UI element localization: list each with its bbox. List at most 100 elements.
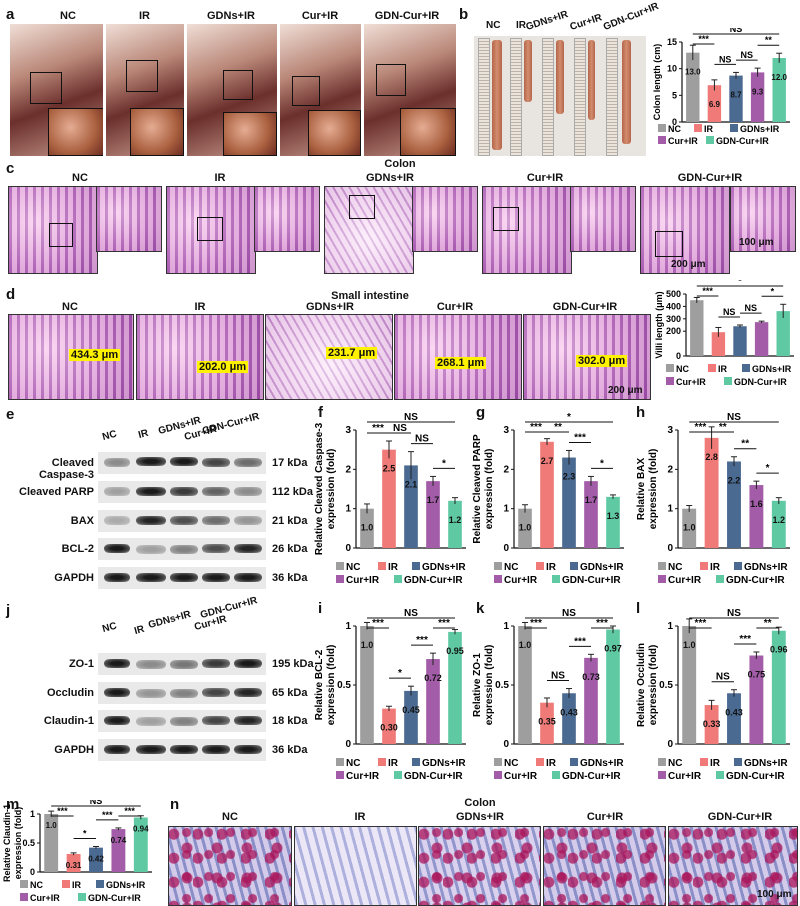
bar-nc [686,52,700,122]
villi-measure-gdns: 231.7 μm [326,347,378,359]
legend-label: GDN-Cur+IR [726,771,785,782]
c-scalebar-100: 100 μm [739,237,774,248]
legend-label: Cur+IR [676,377,706,387]
y-tick-label: 1 [503,504,509,515]
panel-label-m: m [6,796,20,813]
legend-label: GDNs+IR [422,758,466,769]
bar-value-label: 0.96 [770,645,788,655]
legend-swatch [336,758,344,766]
panel-label-j: j [6,602,11,619]
y-tick-label: 0 [345,739,351,750]
d-header-gdncur: GDN-Cur+IR [552,301,618,313]
bar-nc [682,508,697,548]
legend-swatch [78,893,86,901]
bar-value-label: 1.3 [607,511,620,521]
bar-value-label: 2.8 [705,452,718,462]
legend-label: GDNs+IR [580,758,624,769]
photo-inset [223,112,277,156]
blot-e-row-2 [98,510,266,532]
bar-value-label: 1.0 [519,523,532,533]
panel-label-i: i [318,600,323,617]
legend-label: GDN-Cur+IR [88,893,141,903]
bar-value-label: 1.0 [361,523,374,533]
sig-label: * [398,668,402,679]
bar-value-label: 0.43 [725,707,743,717]
y-tick-label: 500 [666,289,681,299]
sig-label: NS [404,412,418,423]
bar-gdn-cur-ir [771,630,786,744]
chart-bcl2: 0 0.5 1 Relative BCL-2 expression (fold) 1.0 0… [314,608,466,782]
sig-label: NS [741,50,754,60]
j-kda-1: 65 kDa [272,687,308,699]
legend-label: IR [710,758,721,769]
y-axis-label: Relative Cleaved PARP [472,434,483,544]
bar-gdn-cur-ir [776,311,790,356]
bar-value-label: 1.0 [683,523,696,533]
panel-label-n: n [170,796,180,813]
bar-value-label: 1.7 [427,495,440,505]
n-section-title: Colon [464,797,496,809]
legend-swatch [708,364,716,372]
bar-value-label: 0.72 [424,673,442,683]
y-axis-label: expression (fold) [326,449,337,530]
y-tick-label: 0 [30,867,35,877]
legend-swatch [412,562,420,570]
legend-label: GDNs+IR [106,880,146,890]
sig-label: * [83,828,87,838]
n-header-gdncur: GDN-Cur+IR [707,811,773,823]
legend-label: GDN-Cur+IR [404,575,463,586]
bar-gdn-cur-ir [606,629,620,744]
bar-value-label: 0.75 [748,670,766,680]
bar-gdn-cur-ir [771,500,786,548]
he-colon-gdncur-zoom: 100 μm [730,186,796,252]
legend-swatch [62,880,70,888]
legend-swatch [570,758,578,766]
photo-zoom-box [30,72,62,104]
bar-cur-ir [426,481,440,548]
j-kda-3: 36 kDa [272,744,308,756]
y-tick-label: 1 [667,621,673,632]
bar-nc [518,626,532,744]
mouse-photo-ir [106,24,184,156]
he-si-ir: 202.0 μm [136,314,264,400]
bar-ir [707,85,722,122]
pas-colon-gdns [418,826,541,906]
d-header-ir: IR [194,301,206,313]
j-lane-gdncur: GDN-Cur+IR [199,595,259,621]
bar-ir [704,437,719,548]
legend-label: GDN-Cur+IR [562,771,621,782]
villi-measure-gdncur: 302.0 μm [576,355,628,367]
legend-label: IR [710,562,721,573]
e-row-label-1: Cleaved PARP [19,486,94,498]
legend-swatch [552,575,560,583]
bar-value-label: 1.0 [361,640,374,650]
legend-label: Cur+IR [346,771,380,782]
legend-label: GDN-Cur+IR [562,575,621,586]
y-tick-label: 2 [667,464,673,475]
bar-gdn-cur-ir [133,817,148,872]
c-header-cur: Cur+IR [526,172,564,184]
j-row-label-0: ZO-1 [68,658,94,670]
legend-swatch [394,575,402,583]
blot-e-row-4 [98,567,266,589]
legend-swatch [734,758,742,766]
photo-inset [400,108,456,156]
photo-zoom-box [223,70,253,100]
y-axis-label: Relative Claudin-1 [2,804,12,882]
e-kda-1: 112 kDa [272,486,313,498]
y-tick-label: 0.5 [495,680,509,691]
bar-gdns-ir [727,693,741,744]
blot-j-row-0 [98,653,266,675]
bar-value-label: 1.7 [585,495,598,505]
d-section-title: Small intestine [331,290,409,302]
panel-label-c: c [6,160,15,177]
y-axis-label: Relative Occludin [636,643,647,727]
bar-ir [66,854,81,872]
blot-j-row-2 [98,710,266,732]
y-axis-label: expression (fold) [13,807,23,880]
e-kda-3: 26 kDa [272,543,308,555]
e-row-label-2: BAX [70,515,94,527]
bar-gdn-cur-ir [606,496,620,548]
legend-swatch [658,124,666,132]
y-tick-label: 200 [666,326,681,336]
